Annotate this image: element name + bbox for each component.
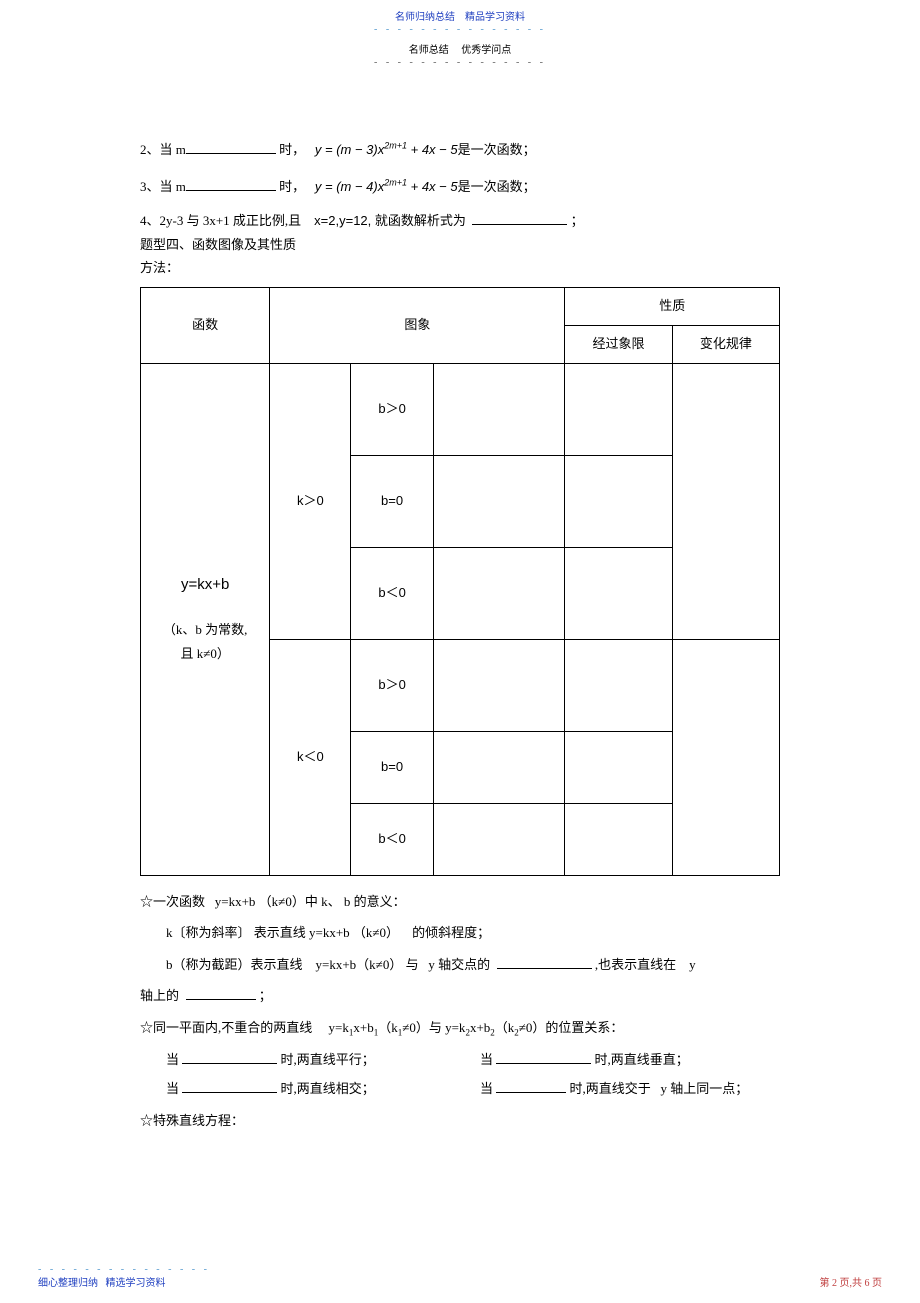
note-6b: 当 时,两直线垂直； [480, 1046, 780, 1075]
blank [496, 1079, 566, 1093]
b-neg-2: b＜0 [351, 803, 433, 875]
question-2: 2、当 m 时， y = (m − 3)x2m+1 + 4x − 5是一次函数； [140, 136, 780, 165]
question-4: 4、2y-3 与 3x+1 成正比例,且 x=2,y=12, 就函数解析式为 ；… [140, 209, 780, 279]
note-5: ☆同一平面内,不重合的两直线 y=k1x+b1（k1≠0）与 y=k2x+b2（… [140, 1014, 780, 1043]
blank [496, 1050, 591, 1064]
q4-a: 4、2y-3 与 3x+1 成正比例,且 [140, 213, 301, 228]
func-cell: y=kx+b （k、b 为常数, 且 k≠0） [141, 363, 270, 875]
b-pos-1: b＞0 [351, 363, 433, 455]
note-7a: 当 时,两直线相交； [140, 1075, 440, 1104]
note-4: 轴上的 ； [140, 982, 780, 1011]
header-top-right: 精品学习资料 [465, 12, 525, 23]
note-2: k〔称为斜率〕 表示直线 y=kx+b （k≠0） 的倾斜程度； [140, 919, 780, 948]
blank [497, 955, 592, 969]
header-top: 名师归纳总结 精品学习资料 [0, 0, 920, 23]
img-cell [433, 639, 565, 731]
q4-line3: 方法： [140, 260, 179, 275]
img-cell [433, 731, 565, 803]
question-3: 3、当 m 时， y = (m − 4)x2m+1 + 4x − 5是一次函数； [140, 173, 780, 202]
q3-prefix: 3、当 m [140, 179, 186, 194]
footer-left-a: 细心整理归纳 [38, 1278, 98, 1289]
q3-mid: 时， [276, 179, 305, 194]
note-7b: 当 时,两直线交于 y 轴上同一点； [480, 1075, 780, 1104]
q4-c: ； [571, 213, 584, 228]
q2-mid: 时， [276, 142, 305, 157]
q3-suffix: 是一次函数； [458, 179, 536, 194]
rule-cell [672, 363, 779, 639]
q3-formula: y = (m − 4)x2m+1 + 4x − 5 [315, 179, 458, 194]
header-sub: 名师总结 优秀学问点 [0, 41, 920, 56]
quad-cell [565, 803, 672, 875]
footer-left-b: 精选学习资料 [106, 1278, 166, 1289]
header-top-left: 名师归纳总结 [395, 12, 455, 23]
header-sub-right: 优秀学问点 [461, 45, 511, 56]
quad-cell [565, 547, 672, 639]
k-pos: k＞0 [270, 363, 351, 639]
q2-prefix: 2、当 m [140, 142, 186, 157]
th-quadrant: 经过象限 [565, 325, 672, 363]
func-note1: （k、b 为常数, [145, 618, 265, 643]
note-6a: 当 时,两直线平行； [140, 1046, 440, 1075]
k-neg: k＜0 [270, 639, 351, 875]
blank [186, 986, 256, 1000]
footer-right: 第 2 页,共 6 页 [820, 1274, 883, 1289]
b-zero-2: b=0 [351, 731, 433, 803]
blank [472, 211, 567, 225]
b-pos-2: b＞0 [351, 639, 433, 731]
q4-b: x=2,y=12, 就函数解析式为 [314, 213, 466, 228]
img-cell [433, 547, 565, 639]
th-rule: 变化规律 [672, 325, 779, 363]
blank [186, 140, 276, 154]
page-content: 2、当 m 时， y = (m − 3)x2m+1 + 4x − 5是一次函数；… [0, 88, 920, 1158]
q2-formula: y = (m − 3)x2m+1 + 4x − 5 [315, 142, 458, 157]
note-8: ☆特殊直线方程： [140, 1107, 780, 1136]
rule-cell [672, 639, 779, 875]
blank [186, 177, 276, 191]
b-neg-1: b＜0 [351, 547, 433, 639]
img-cell [433, 363, 565, 455]
q2-suffix: 是一次函数； [458, 142, 536, 157]
footer-left: 细心整理归纳 精选学习资料 [38, 1274, 166, 1289]
note-6-row: 当 时,两直线平行； 当 时,两直线垂直； [140, 1046, 780, 1075]
func-formula: y=kx+b [145, 571, 265, 600]
func-note2: 且 k≠0） [145, 642, 265, 667]
notes-section: ☆一次函数 y=kx+b （k≠0）中 k、 b 的意义： k〔称为斜率〕 表示… [140, 888, 780, 1136]
quad-cell [565, 363, 672, 455]
blank [182, 1079, 277, 1093]
b-zero-1: b=0 [351, 455, 433, 547]
th-img: 图象 [270, 288, 565, 363]
note-1: ☆一次函数 y=kx+b （k≠0）中 k、 b 的意义： [140, 888, 780, 917]
quad-cell [565, 455, 672, 547]
img-cell [433, 803, 565, 875]
img-cell [433, 455, 565, 547]
quad-cell [565, 639, 672, 731]
dash-line-top: - - - - - - - - - - - - - - - [0, 24, 920, 35]
header-sub-left: 名师总结 [409, 45, 449, 56]
note-3: b（称为截距）表示直线 y=kx+b（k≠0） 与 y 轴交点的 ,也表示直线在… [140, 951, 780, 980]
note-7-row: 当 时,两直线相交； 当 时,两直线交于 y 轴上同一点； [140, 1075, 780, 1104]
th-func: 函数 [141, 288, 270, 363]
th-prop: 性质 [565, 288, 780, 326]
dash-line-sub: - - - - - - - - - - - - - - - [0, 57, 920, 68]
function-properties-table: 函数 图象 性质 经过象限 变化规律 y=kx+b （k、b 为常数, 且 k≠… [140, 287, 780, 875]
q4-line2: 题型四、函数图像及其性质 [140, 237, 296, 252]
quad-cell [565, 731, 672, 803]
blank [182, 1050, 277, 1064]
